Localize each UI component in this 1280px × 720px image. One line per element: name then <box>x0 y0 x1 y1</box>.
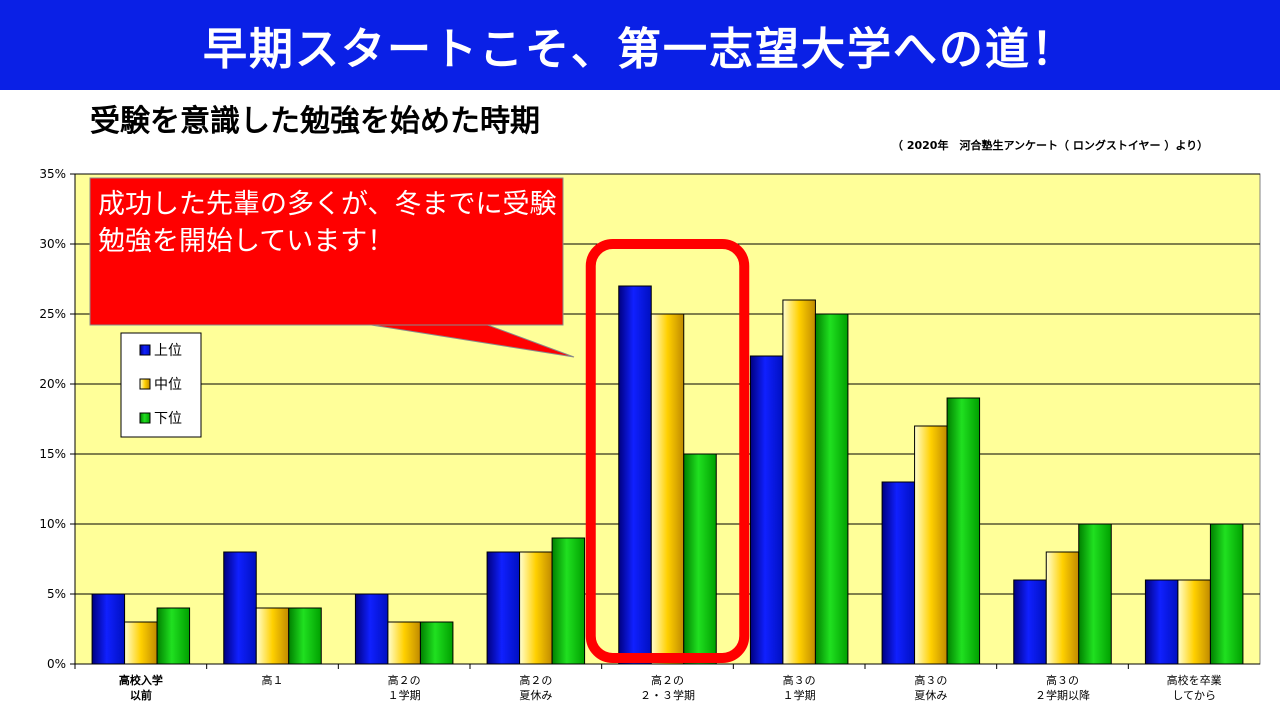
x-tick-label: 高３の <box>783 673 816 687</box>
y-tick-label: 30% <box>39 237 66 251</box>
bar-上位-1 <box>223 551 257 665</box>
legend-label-上位: 上位 <box>154 343 182 359</box>
bar-上位-0 <box>91 593 126 665</box>
source-note: （ 2020年 河合塾生アンケート（ ロングストイヤー ）より） <box>892 139 1209 152</box>
bar-下位-1 <box>288 607 322 665</box>
y-tick-label: 25% <box>39 307 66 321</box>
bar-上位-4 <box>618 285 652 665</box>
bar-上位-6 <box>881 481 916 665</box>
bar-上位-8 <box>1144 579 1179 665</box>
x-tick-label: 高３の <box>1046 673 1079 687</box>
banner-title: 早期スタートこそ、第一志望大学への道！ <box>0 0 1280 90</box>
x-tick-label: 高３の <box>914 673 947 687</box>
y-tick-label: 15% <box>39 447 66 461</box>
bar-下位-6 <box>946 397 981 665</box>
legend-swatch-下位 <box>139 412 151 424</box>
bar-上位-2 <box>354 593 389 665</box>
bar-下位-8 <box>1209 523 1244 665</box>
bar-下位-4 <box>683 453 717 665</box>
legend-label-下位: 下位 <box>154 411 182 427</box>
bar-上位-7 <box>1013 579 1047 665</box>
bar-中位-5 <box>782 299 816 665</box>
x-tick-label: 夏休み <box>519 689 552 702</box>
callout-text: 成功した先輩の多くが、冬までに受験勉強を開始しています！ <box>98 189 557 257</box>
bar-下位-3 <box>551 537 586 665</box>
y-tick-label: 5% <box>47 587 66 601</box>
bar-下位-5 <box>814 313 849 665</box>
x-tick-label: 高１ <box>262 673 284 687</box>
x-tick-label: １学期 <box>783 688 816 702</box>
x-tick-label: １学期 <box>388 688 421 702</box>
x-tick-label: してから <box>1172 689 1216 702</box>
legend-label-中位: 中位 <box>154 377 182 393</box>
x-tick-label: ２・３学期 <box>640 688 695 702</box>
x-tick-label: 夏休み <box>914 689 947 702</box>
highlight-frame <box>585 239 750 663</box>
chart-subtitle: 受験を意識した勉強を始めた時期 <box>90 104 540 139</box>
x-tick-label: ２学期以降 <box>1035 688 1090 702</box>
bar-中位-0 <box>124 621 158 665</box>
bar-下位-2 <box>419 621 454 665</box>
callout-box <box>89 177 564 326</box>
bar-中位-3 <box>519 551 553 665</box>
legend-swatch-上位 <box>139 344 151 356</box>
bar-上位-3 <box>486 551 521 665</box>
bar-上位-5 <box>749 355 784 665</box>
bar-中位-4 <box>650 313 685 665</box>
y-tick-label: 0% <box>47 657 66 671</box>
x-tick-label: 以前 <box>130 688 152 702</box>
y-tick-label: 20% <box>39 377 66 391</box>
bar-中位-8 <box>1177 579 1211 665</box>
x-tick-label: 高２の <box>388 673 421 687</box>
bar-下位-0 <box>156 607 191 665</box>
x-tick-label: 高校入学 <box>119 673 163 687</box>
bar-中位-1 <box>255 607 290 665</box>
legend-box <box>120 332 202 438</box>
y-tick-label: 10% <box>39 517 66 531</box>
x-tick-label: 高２の <box>519 673 552 687</box>
bar-中位-2 <box>387 621 421 665</box>
bar-中位-6 <box>914 425 948 665</box>
bar-中位-7 <box>1045 551 1080 665</box>
x-tick-label: 高校を卒業 <box>1167 673 1222 687</box>
y-tick-label: 35% <box>39 167 66 181</box>
legend-swatch-中位 <box>139 378 151 390</box>
x-tick-label: 高２の <box>651 673 684 687</box>
bar-下位-7 <box>1078 523 1112 665</box>
